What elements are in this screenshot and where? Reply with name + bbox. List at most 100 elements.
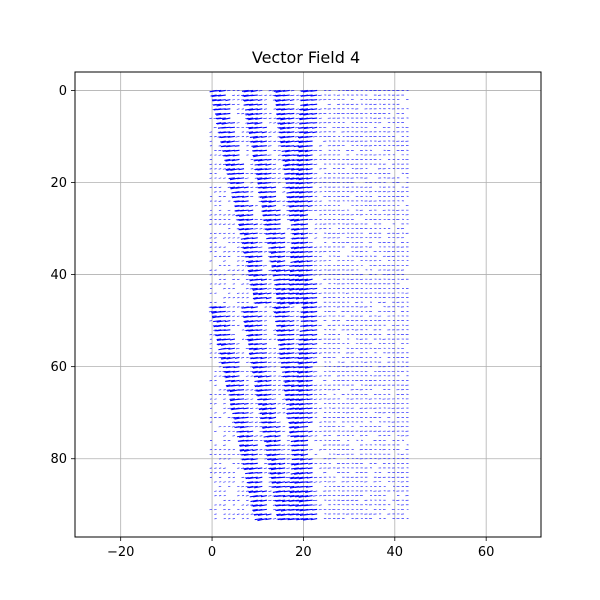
quiver-arrow xyxy=(272,168,277,170)
quiver-arrow xyxy=(251,504,258,507)
quiver-arrow xyxy=(276,421,281,423)
quiver-arrow xyxy=(250,283,258,286)
quiver-arrow xyxy=(286,467,290,469)
quiver-arrow xyxy=(298,393,309,396)
quiver-arrow xyxy=(298,495,309,498)
quiver-arrow xyxy=(241,416,249,419)
quiver-arrow xyxy=(232,274,235,276)
quiver-arrow xyxy=(285,412,290,414)
quiver-arrow xyxy=(291,462,299,466)
quiver-arrow xyxy=(294,195,304,198)
quiver-arrow xyxy=(273,122,277,124)
quiver-arrow xyxy=(284,269,290,272)
quiver-arrow xyxy=(213,403,217,405)
quiver-arrow xyxy=(245,255,254,258)
quiver-arrow xyxy=(225,149,235,153)
quiver-arrow xyxy=(298,356,309,360)
quiver-arrow xyxy=(275,287,281,290)
quiver-arrow xyxy=(257,172,267,176)
quiver-arrow xyxy=(307,407,313,410)
quiver-arrow xyxy=(261,412,272,415)
quiver-arrow xyxy=(267,463,272,465)
quiver-arrow xyxy=(257,251,263,253)
quiver-arrow xyxy=(305,145,313,147)
quiver-arrow xyxy=(215,122,222,125)
quiver-arrow xyxy=(290,264,299,267)
quiver-arrow xyxy=(291,172,299,175)
quiver-arrow xyxy=(223,196,226,198)
quiver-arrow xyxy=(303,122,313,125)
quiver-arrow xyxy=(233,366,240,369)
quiver-arrow xyxy=(250,172,254,175)
quiver-arrow xyxy=(298,384,309,388)
quiver-arrow xyxy=(289,191,299,194)
quiver-arrow xyxy=(290,311,295,313)
quiver-arrow xyxy=(274,99,281,102)
quiver-arrow xyxy=(268,462,277,465)
quiver-arrow xyxy=(229,402,235,405)
quiver-arrow xyxy=(305,168,313,171)
quiver-arrow xyxy=(258,242,263,244)
quiver-arrow xyxy=(246,481,254,484)
quiver-arrow xyxy=(241,453,249,456)
quiver-arrow xyxy=(243,246,254,250)
quiver-arrow xyxy=(273,370,277,373)
quiver-arrow xyxy=(268,490,272,492)
quiver-arrow xyxy=(276,122,281,124)
quiver-arrow xyxy=(259,412,267,415)
quiver-arrow xyxy=(294,251,304,254)
quiver-arrow xyxy=(243,191,249,193)
quiver-arrow xyxy=(235,204,245,208)
quiver-arrow xyxy=(296,513,304,516)
quiver-arrow xyxy=(213,320,222,323)
quiver-arrow xyxy=(308,209,313,211)
quiver-arrow xyxy=(254,393,258,396)
quiver-arrow xyxy=(262,204,272,208)
quiver-arrow xyxy=(276,112,281,115)
quiver-arrow xyxy=(304,278,313,282)
quiver-arrow xyxy=(289,425,299,429)
quiver-arrow xyxy=(210,310,217,313)
quiver-arrow xyxy=(253,292,263,296)
quiver-arrow xyxy=(313,375,318,377)
quiver-arrow xyxy=(240,209,249,212)
quiver-arrow xyxy=(261,274,267,277)
quiver-arrow xyxy=(248,108,258,111)
quiver-arrow xyxy=(217,315,226,318)
quiver-arrow xyxy=(218,417,222,419)
quiver-arrow xyxy=(254,122,263,125)
quiver-arrow xyxy=(260,356,267,360)
quiver-arrow xyxy=(245,338,249,341)
quiver-arrow xyxy=(227,269,231,271)
quiver-arrow xyxy=(314,255,318,257)
quiver-arrow xyxy=(284,177,290,180)
quiver-arrow xyxy=(249,251,258,253)
quiver-arrow xyxy=(261,425,267,428)
quiver-arrow xyxy=(290,315,295,318)
quiver-arrow xyxy=(288,283,295,286)
quiver-arrow xyxy=(280,508,290,512)
quiver-arrow xyxy=(303,338,313,342)
quiver-arrow xyxy=(297,145,304,148)
quiver-arrow xyxy=(225,315,231,318)
quiver-arrow xyxy=(264,99,267,101)
quiver-arrow xyxy=(244,444,254,447)
quiver-arrow xyxy=(303,324,313,327)
quiver-arrow xyxy=(313,481,318,483)
quiver-arrow xyxy=(282,310,290,314)
quiver-arrow xyxy=(216,343,222,346)
quiver-arrow xyxy=(252,287,263,291)
quiver-arrow xyxy=(293,246,304,250)
quiver-arrow xyxy=(287,122,295,125)
quiver-arrow xyxy=(248,122,258,125)
quiver-arrow xyxy=(294,361,299,364)
quiver-arrow xyxy=(262,416,272,420)
quiver-arrow xyxy=(245,439,254,442)
quiver-arrow xyxy=(298,389,309,392)
quiver-arrow xyxy=(289,407,299,410)
quiver-arrow xyxy=(254,485,263,489)
quiver-arrow xyxy=(306,172,313,175)
quiver-arrow xyxy=(225,168,231,171)
quiver-arrow xyxy=(313,163,318,166)
quiver-arrow xyxy=(224,375,231,378)
